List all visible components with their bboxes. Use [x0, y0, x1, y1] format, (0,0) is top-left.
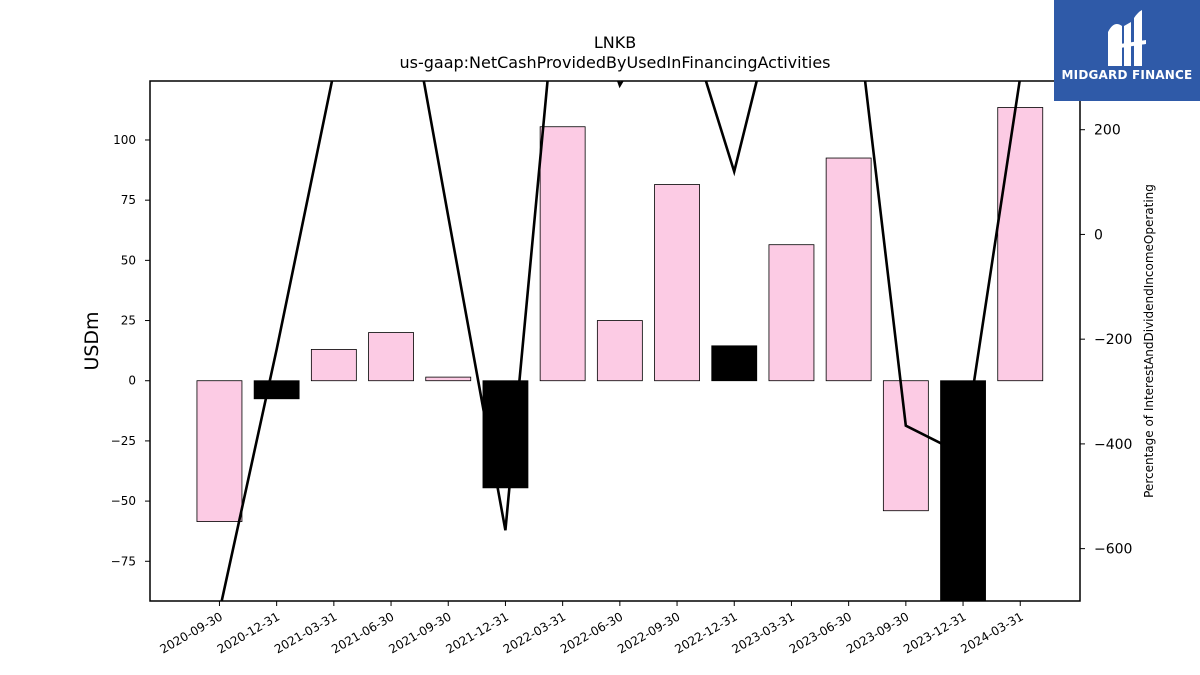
x-tick-label: 2023-12-31: [901, 609, 968, 656]
bar-2021-06-30: [368, 332, 414, 382]
y2-axis-label: Percentage of InterestAndDividendIncomeO…: [1142, 184, 1156, 498]
chart-title: LNKB: [594, 33, 636, 52]
bar-2023-06-30: [825, 157, 872, 382]
bar-2022-09-30: [654, 184, 700, 382]
y-tick-label: 0: [128, 374, 136, 388]
x-tick-label: 2023-03-31: [730, 609, 797, 656]
x-tick-label: 2024-03-31: [958, 609, 1025, 656]
brand-logo: MIDGARD FINANCE: [1054, 0, 1200, 101]
x-tick-label: 2022-12-31: [672, 609, 739, 656]
y2-tick-label: −600: [1094, 542, 1132, 558]
y-tick-label: 75: [121, 193, 136, 207]
bar-2021-09-30: [425, 376, 472, 382]
y-tick-label: 50: [121, 253, 136, 267]
y-tick-label: −50: [111, 494, 136, 508]
x-tick-label: 2023-06-30: [787, 609, 854, 656]
x-tick-label: 2022-09-30: [615, 609, 682, 656]
x-tick-label: 2022-06-30: [558, 609, 625, 656]
x-tick-label: 2021-12-31: [444, 609, 511, 656]
x-tick-label: 2023-09-30: [844, 609, 911, 656]
x-tick-label: 2021-06-30: [329, 609, 396, 656]
line-layer: [220, 81, 1021, 601]
bar-2023-12-31: [940, 380, 986, 601]
y-tick-label: −75: [111, 554, 136, 568]
brand-name: MIDGARD FINANCE: [1061, 68, 1193, 82]
y2-tick-label: −400: [1094, 437, 1132, 453]
y-axis-label: USDm: [81, 311, 103, 370]
bar-2022-03-31: [539, 126, 586, 382]
line-series: [220, 81, 1021, 601]
logo-mark-icon: [1108, 10, 1146, 66]
bar-2020-12-31: [253, 380, 300, 400]
bars-layer: [196, 107, 1044, 601]
chart-subtitle: us-gaap:NetCashProvidedByUsedInFinancing…: [399, 53, 830, 72]
bar-2023-03-31: [768, 244, 815, 382]
bar-2022-06-30: [596, 320, 643, 382]
x-tick-label: 2022-03-31: [501, 609, 568, 656]
y-tick-label: 100: [113, 133, 136, 147]
bar-2024-03-31: [997, 107, 1044, 382]
bar-2020-09-30: [196, 380, 243, 522]
bar-2022-12-31: [711, 345, 758, 382]
x-axis: 2020-09-302020-12-312021-03-312021-06-30…: [158, 601, 1026, 656]
bar-2023-09-30: [882, 380, 929, 512]
bar-2021-03-31: [310, 349, 357, 382]
x-tick-label: 2021-03-31: [272, 609, 339, 656]
y-axis-left: −75 −50 −25 0 25 50 75 100: [111, 133, 150, 568]
plot-frame: [149, 80, 1081, 602]
y-tick-label: 25: [121, 314, 136, 328]
y-tick-label: −25: [111, 434, 136, 448]
x-tick-label: 2021-09-30: [386, 609, 453, 656]
bar-2021-12-31: [482, 380, 529, 489]
x-tick-label: 2020-12-31: [215, 609, 282, 656]
y2-tick-label: 200: [1094, 123, 1121, 139]
x-tick-label: 2020-09-30: [158, 609, 225, 656]
y-axis-right: −600 −400 −200 0 200: [1080, 123, 1132, 558]
y2-tick-label: 0: [1094, 227, 1103, 243]
y2-tick-label: −200: [1094, 332, 1132, 348]
